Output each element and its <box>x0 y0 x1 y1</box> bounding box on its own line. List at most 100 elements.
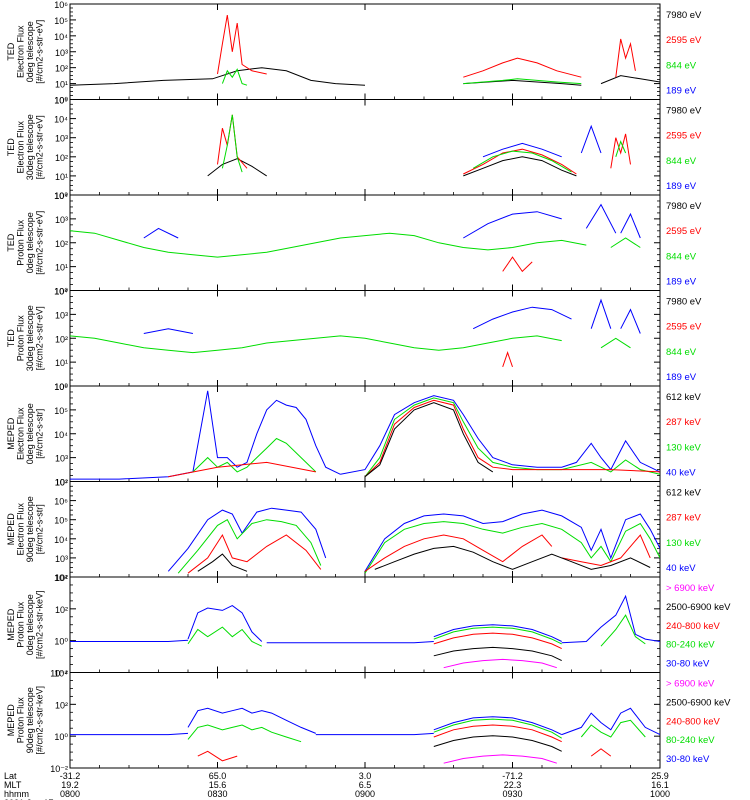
footer-tick-mlt: 16.1 <box>651 780 669 790</box>
y-tick-label: 10³ <box>55 310 68 320</box>
y-axis-label: [#/cm2-s-str-keV] <box>35 590 45 659</box>
y-tick-label: 10⁶ <box>54 382 68 392</box>
legend-label: 240-800 keV <box>666 716 721 727</box>
y-axis-label: Proton Flux <box>16 315 26 362</box>
series-line-blue <box>364 509 660 572</box>
series-group <box>70 203 641 273</box>
legend-label: 130 keV <box>666 442 702 453</box>
panel-meped-electron-0deg: 10² 10³ 10⁴ 10⁵ 10⁶ MEPED Electron Flux 0deg te… <box>6 382 702 488</box>
legend-label: 2595 eV <box>666 226 702 237</box>
series-line-green <box>192 437 317 473</box>
y-tick-label: 10¹ <box>55 172 68 182</box>
y-axis-label: Electron Flux <box>16 25 26 78</box>
legend-label: 189 eV <box>666 86 697 97</box>
legend-label: 189 eV <box>666 277 697 288</box>
legend-label: 240-800 keV <box>666 621 721 632</box>
legend-label: 2595 eV <box>666 322 702 333</box>
series-line-red <box>463 148 577 175</box>
series-line-magenta <box>443 658 557 669</box>
footer-tick-lat: 65.0 <box>209 771 227 781</box>
series-line-blue <box>143 227 179 239</box>
legend-label: 40 keV <box>666 468 696 479</box>
y-tick-label: 10⁰ <box>54 382 68 392</box>
y-tick-label: 10⁴ <box>54 32 68 42</box>
series-line-magenta <box>443 754 557 764</box>
y-axis-label: MEPED <box>6 417 16 450</box>
y-axis-label: 0deg telescope <box>25 21 35 82</box>
y-axis-label: 0deg telescope <box>25 212 35 273</box>
series-line-red <box>561 534 651 567</box>
series-line-blue <box>585 203 617 234</box>
series-line-blue <box>433 716 562 736</box>
y-tick-label: 10³ <box>55 134 68 144</box>
series-line-red <box>364 399 660 478</box>
footer-tick-hhmm: 0800 <box>60 789 80 799</box>
y-axis-label: [#/cm2-s-str] <box>35 409 45 459</box>
legend-label: 80-240 keV <box>666 640 715 651</box>
series-line-blue <box>266 641 434 644</box>
series-line-blue <box>472 306 572 330</box>
legend-label: 189 eV <box>666 372 697 383</box>
legend-label: 7980 eV <box>666 297 702 308</box>
y-axis-label: [#/cm2-s-str-eV] <box>35 115 45 179</box>
y-axis-label: Proton Flux <box>16 219 26 266</box>
series-group <box>167 507 660 574</box>
series-line-blue <box>187 707 316 734</box>
y-tick-label: 10⁰ <box>54 637 68 647</box>
series-line-red <box>502 256 533 273</box>
panel-frame <box>69 576 661 673</box>
legend-label: 30-80 keV <box>666 754 710 765</box>
footer-tick-hhmm: 1000 <box>650 789 670 799</box>
series-line-blue <box>70 390 341 480</box>
series-line-black <box>364 402 494 478</box>
series-line-blue <box>167 507 327 572</box>
y-tick-label: 10⁻² <box>50 669 68 679</box>
footer-row-label: 2021 Jun 17 <box>4 798 54 800</box>
legend-label: 130 keV <box>666 538 702 549</box>
series-line-blue <box>70 732 189 736</box>
y-tick-label: 10⁰ <box>54 732 68 742</box>
y-axis-label: Electron Flux <box>16 502 26 555</box>
series-line-blue <box>620 308 641 334</box>
panel-ted-proton-0deg: 10⁰ 10¹ 10² 10³ 10⁴ TED Proton Flux 0deg telesc… <box>6 191 702 297</box>
footer-tick-mlt: 22.3 <box>504 780 522 790</box>
y-axis-label: [#/cm2-s-str-keV] <box>35 686 45 755</box>
footer-tick-mlt: 6.5 <box>359 780 372 790</box>
legend-label: 2500-6900 keV <box>666 602 731 613</box>
panel-ted-electron-30deg: 10⁰ 10¹ 10² 10³ 10⁴ 10⁵ TED Electron Flux 30deg … <box>6 96 702 202</box>
series-line-black <box>374 545 651 570</box>
footer-tick-lat: -31.2 <box>60 771 81 781</box>
series-line-black <box>70 67 366 86</box>
series-line-green <box>433 718 562 739</box>
series-group <box>70 707 660 764</box>
series-line-black <box>600 75 660 85</box>
footer-row-label: Lat <box>4 771 17 781</box>
series-group <box>70 390 660 480</box>
legend-label: 844 eV <box>666 347 697 358</box>
footer-tick-hhmm: 0930 <box>502 789 522 799</box>
series-line-green <box>70 230 587 258</box>
footer-tick-lat: 25.9 <box>651 771 669 781</box>
series-line-red <box>433 724 562 743</box>
y-tick-label: 10⁴ <box>54 115 68 125</box>
panel-ted-electron-0deg: 10⁰ 10¹ 10² 10³ 10⁴ 10⁵ 10⁶ TED Electron Flux 0de… <box>6 0 702 106</box>
series-line-blue <box>70 639 189 642</box>
footer-tick-hhmm: 0830 <box>207 789 227 799</box>
y-tick-label: 10² <box>55 153 68 163</box>
panel-frame <box>69 481 661 578</box>
series-line-red <box>168 461 316 478</box>
series-line-green <box>615 140 627 157</box>
y-tick-label: 10⁶ <box>54 0 68 10</box>
series-line-red <box>463 57 582 78</box>
y-tick-label: 10¹ <box>55 263 68 273</box>
series-line-green <box>433 626 562 645</box>
y-tick-label: 10⁰ <box>54 287 68 297</box>
y-axis-label: 0deg telescope <box>25 403 35 464</box>
series-line-blue <box>561 594 660 644</box>
y-tick-label: 10⁵ <box>54 16 68 26</box>
series-line-blue <box>340 395 660 475</box>
footer-tick-mlt: 15.6 <box>209 780 227 790</box>
series-line-blue <box>433 624 562 642</box>
